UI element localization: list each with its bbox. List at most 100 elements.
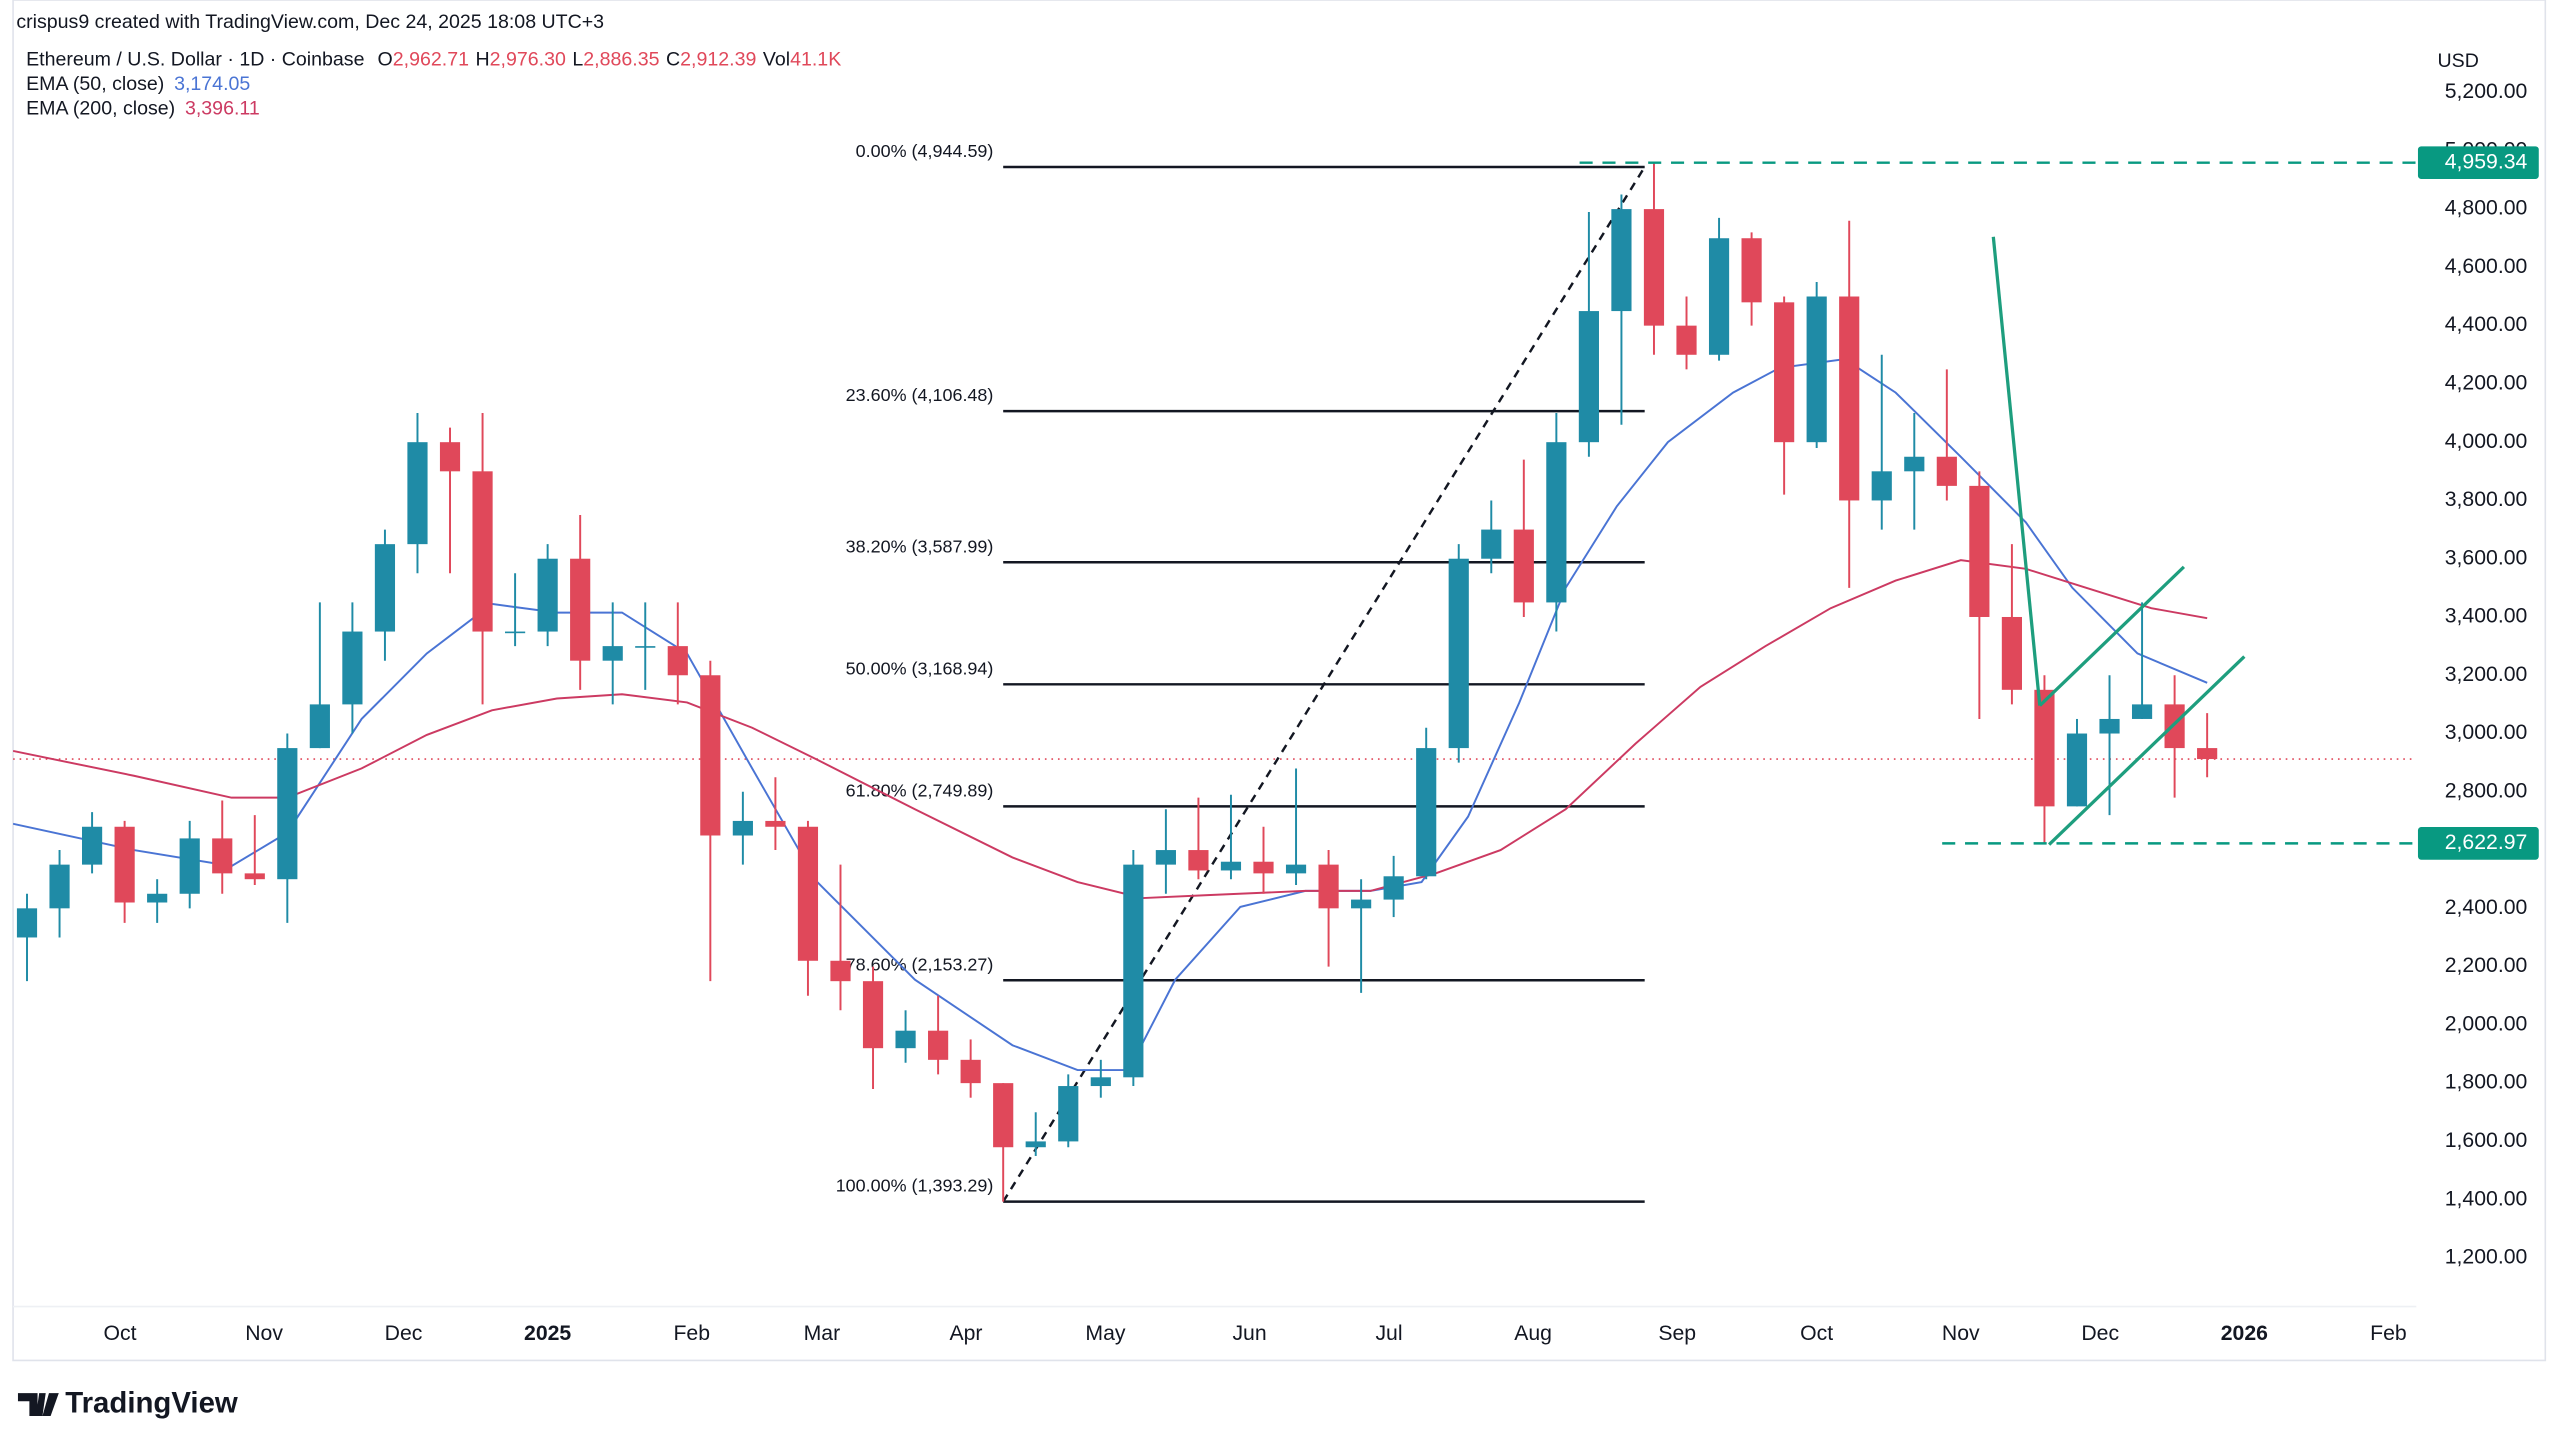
candle-body xyxy=(635,646,656,648)
candle-body xyxy=(1058,1086,1079,1142)
y-tick-label: 1,200.00 xyxy=(2445,1246,2528,1269)
fib-label: 23.60% (4,106.48) xyxy=(846,385,994,405)
plot: 0.00% (4,944.59) 23.60% (4,106.48) 38.20% … xyxy=(13,141,2417,1203)
x-tick-label: Jun xyxy=(1232,1322,1266,1345)
candle-body xyxy=(407,442,428,545)
x-tick-label: Oct xyxy=(1800,1322,1833,1345)
ema-line xyxy=(13,559,2208,900)
indicator-name: EMA (200, close) xyxy=(26,98,175,120)
candle-body xyxy=(179,838,200,894)
x-tick-label: Oct xyxy=(103,1322,136,1345)
y-tick-label: 5,200.00 xyxy=(2445,80,2528,103)
logo-icon-slash xyxy=(42,1393,59,1416)
y-tick-label: 2,000.00 xyxy=(2445,1012,2528,1035)
candle-body xyxy=(49,864,70,909)
candle-body xyxy=(1285,864,1307,874)
candle-body xyxy=(1448,558,1469,749)
indicator-value: 3,396.11 xyxy=(185,98,260,120)
x-tick-label: Dec xyxy=(2081,1322,2119,1345)
candle-body xyxy=(472,471,493,632)
ohlc-key: C xyxy=(666,49,680,71)
candle-body xyxy=(1676,325,1697,355)
indicator-legend: EMA (50, close) 3,174.05 xyxy=(26,73,250,95)
candle-body xyxy=(1155,850,1176,865)
candle-body xyxy=(960,1059,981,1084)
candle-body xyxy=(1578,311,1599,443)
candle-body xyxy=(342,631,363,705)
fib-trend xyxy=(1002,166,1646,1203)
candle-body xyxy=(700,675,721,836)
candle-body xyxy=(1969,485,1990,617)
fib-label: 0.00% (4,944.59) xyxy=(856,141,994,161)
candle-body xyxy=(2066,733,2088,807)
x-tick-label: Feb xyxy=(673,1322,710,1345)
y-tick-label: 4,000.00 xyxy=(2445,430,2528,453)
trendline xyxy=(2038,565,2186,707)
candle-body xyxy=(1416,748,1437,877)
x-tick-label: Mar xyxy=(804,1322,841,1345)
y-tick-label: 4,200.00 xyxy=(2445,372,2528,395)
candle-body xyxy=(1936,456,1957,486)
candle-body xyxy=(570,558,591,661)
candle-body xyxy=(1220,861,1242,871)
y-tick-label: 3,000.00 xyxy=(2445,721,2528,744)
ohlc-key: L xyxy=(572,49,583,71)
brand-logo: TradingView xyxy=(17,1386,238,1419)
candle-body xyxy=(2131,704,2153,719)
candle-body xyxy=(1188,850,1209,871)
candle-body xyxy=(1546,442,1567,603)
x-tick-label: 2025 xyxy=(524,1322,571,1345)
ohlc-value: 41.1K xyxy=(790,49,841,71)
y-tick-label: 1,600.00 xyxy=(2445,1129,2528,1152)
candle-body xyxy=(1025,1141,1046,1148)
ohlc-value: 2,976.30 xyxy=(490,49,566,71)
ohlc-key: H xyxy=(476,49,490,71)
candle-body xyxy=(16,908,38,938)
candle-body xyxy=(505,631,526,634)
chart-frame xyxy=(12,0,2547,1362)
brand: TradingView xyxy=(65,1386,238,1419)
x-tick-label: Nov xyxy=(245,1322,283,1345)
candle-body xyxy=(667,646,688,676)
symbol: Ethereum / U.S. Dollar · 1D · Coinbase xyxy=(26,49,364,71)
indicator-legend: EMA (200, close) 3,396.11 xyxy=(26,98,260,120)
x-tick-label: Feb xyxy=(2370,1322,2407,1345)
candle-body xyxy=(1643,209,1665,326)
candle-body xyxy=(1318,864,1339,909)
candle-body xyxy=(1383,876,1404,900)
x-tick-label: Sep xyxy=(1658,1322,1696,1345)
ohlc-key: Vol xyxy=(763,49,790,71)
y-tick-label: 2,800.00 xyxy=(2445,779,2528,802)
candle-body xyxy=(732,820,753,836)
ohlc-value: 2,962.71 xyxy=(393,49,469,71)
fib-label: 50.00% (3,168.94) xyxy=(846,658,994,678)
y-tick-label: 3,200.00 xyxy=(2445,663,2528,686)
candle-body xyxy=(114,826,135,903)
symbol-line: Ethereum / U.S. Dollar · 1D · Coinbase O2… xyxy=(26,49,841,71)
candle-body xyxy=(1806,296,1827,443)
fib-label: 100.00% (1,393.29) xyxy=(836,1176,994,1196)
y-tick-label: 1,800.00 xyxy=(2445,1071,2528,1094)
candle-body xyxy=(830,960,851,982)
candle-body xyxy=(244,873,265,880)
credit: crispus9 created with TradingView.com, D… xyxy=(16,11,604,33)
y-tick-label: 4,600.00 xyxy=(2445,255,2528,278)
candle-body xyxy=(439,442,461,472)
price-label-box xyxy=(2417,146,2539,180)
candle-body xyxy=(1513,529,1534,603)
candle-body xyxy=(993,1083,1014,1148)
candle-body xyxy=(81,826,103,865)
candle-body xyxy=(147,893,168,903)
x-tick-label: Dec xyxy=(385,1322,423,1345)
indicator-value: 3,174.05 xyxy=(174,73,250,95)
fib-label: 38.20% (3,587.99) xyxy=(846,536,994,556)
candle-body xyxy=(2034,689,2055,807)
candle-body xyxy=(1774,302,1795,443)
y-tick-label: 2,200.00 xyxy=(2445,954,2528,977)
candle-body xyxy=(1904,456,1925,472)
candle-body xyxy=(895,1030,916,1049)
y-tick-label: 4,800.00 xyxy=(2445,197,2528,220)
candle-body xyxy=(1090,1077,1111,1087)
